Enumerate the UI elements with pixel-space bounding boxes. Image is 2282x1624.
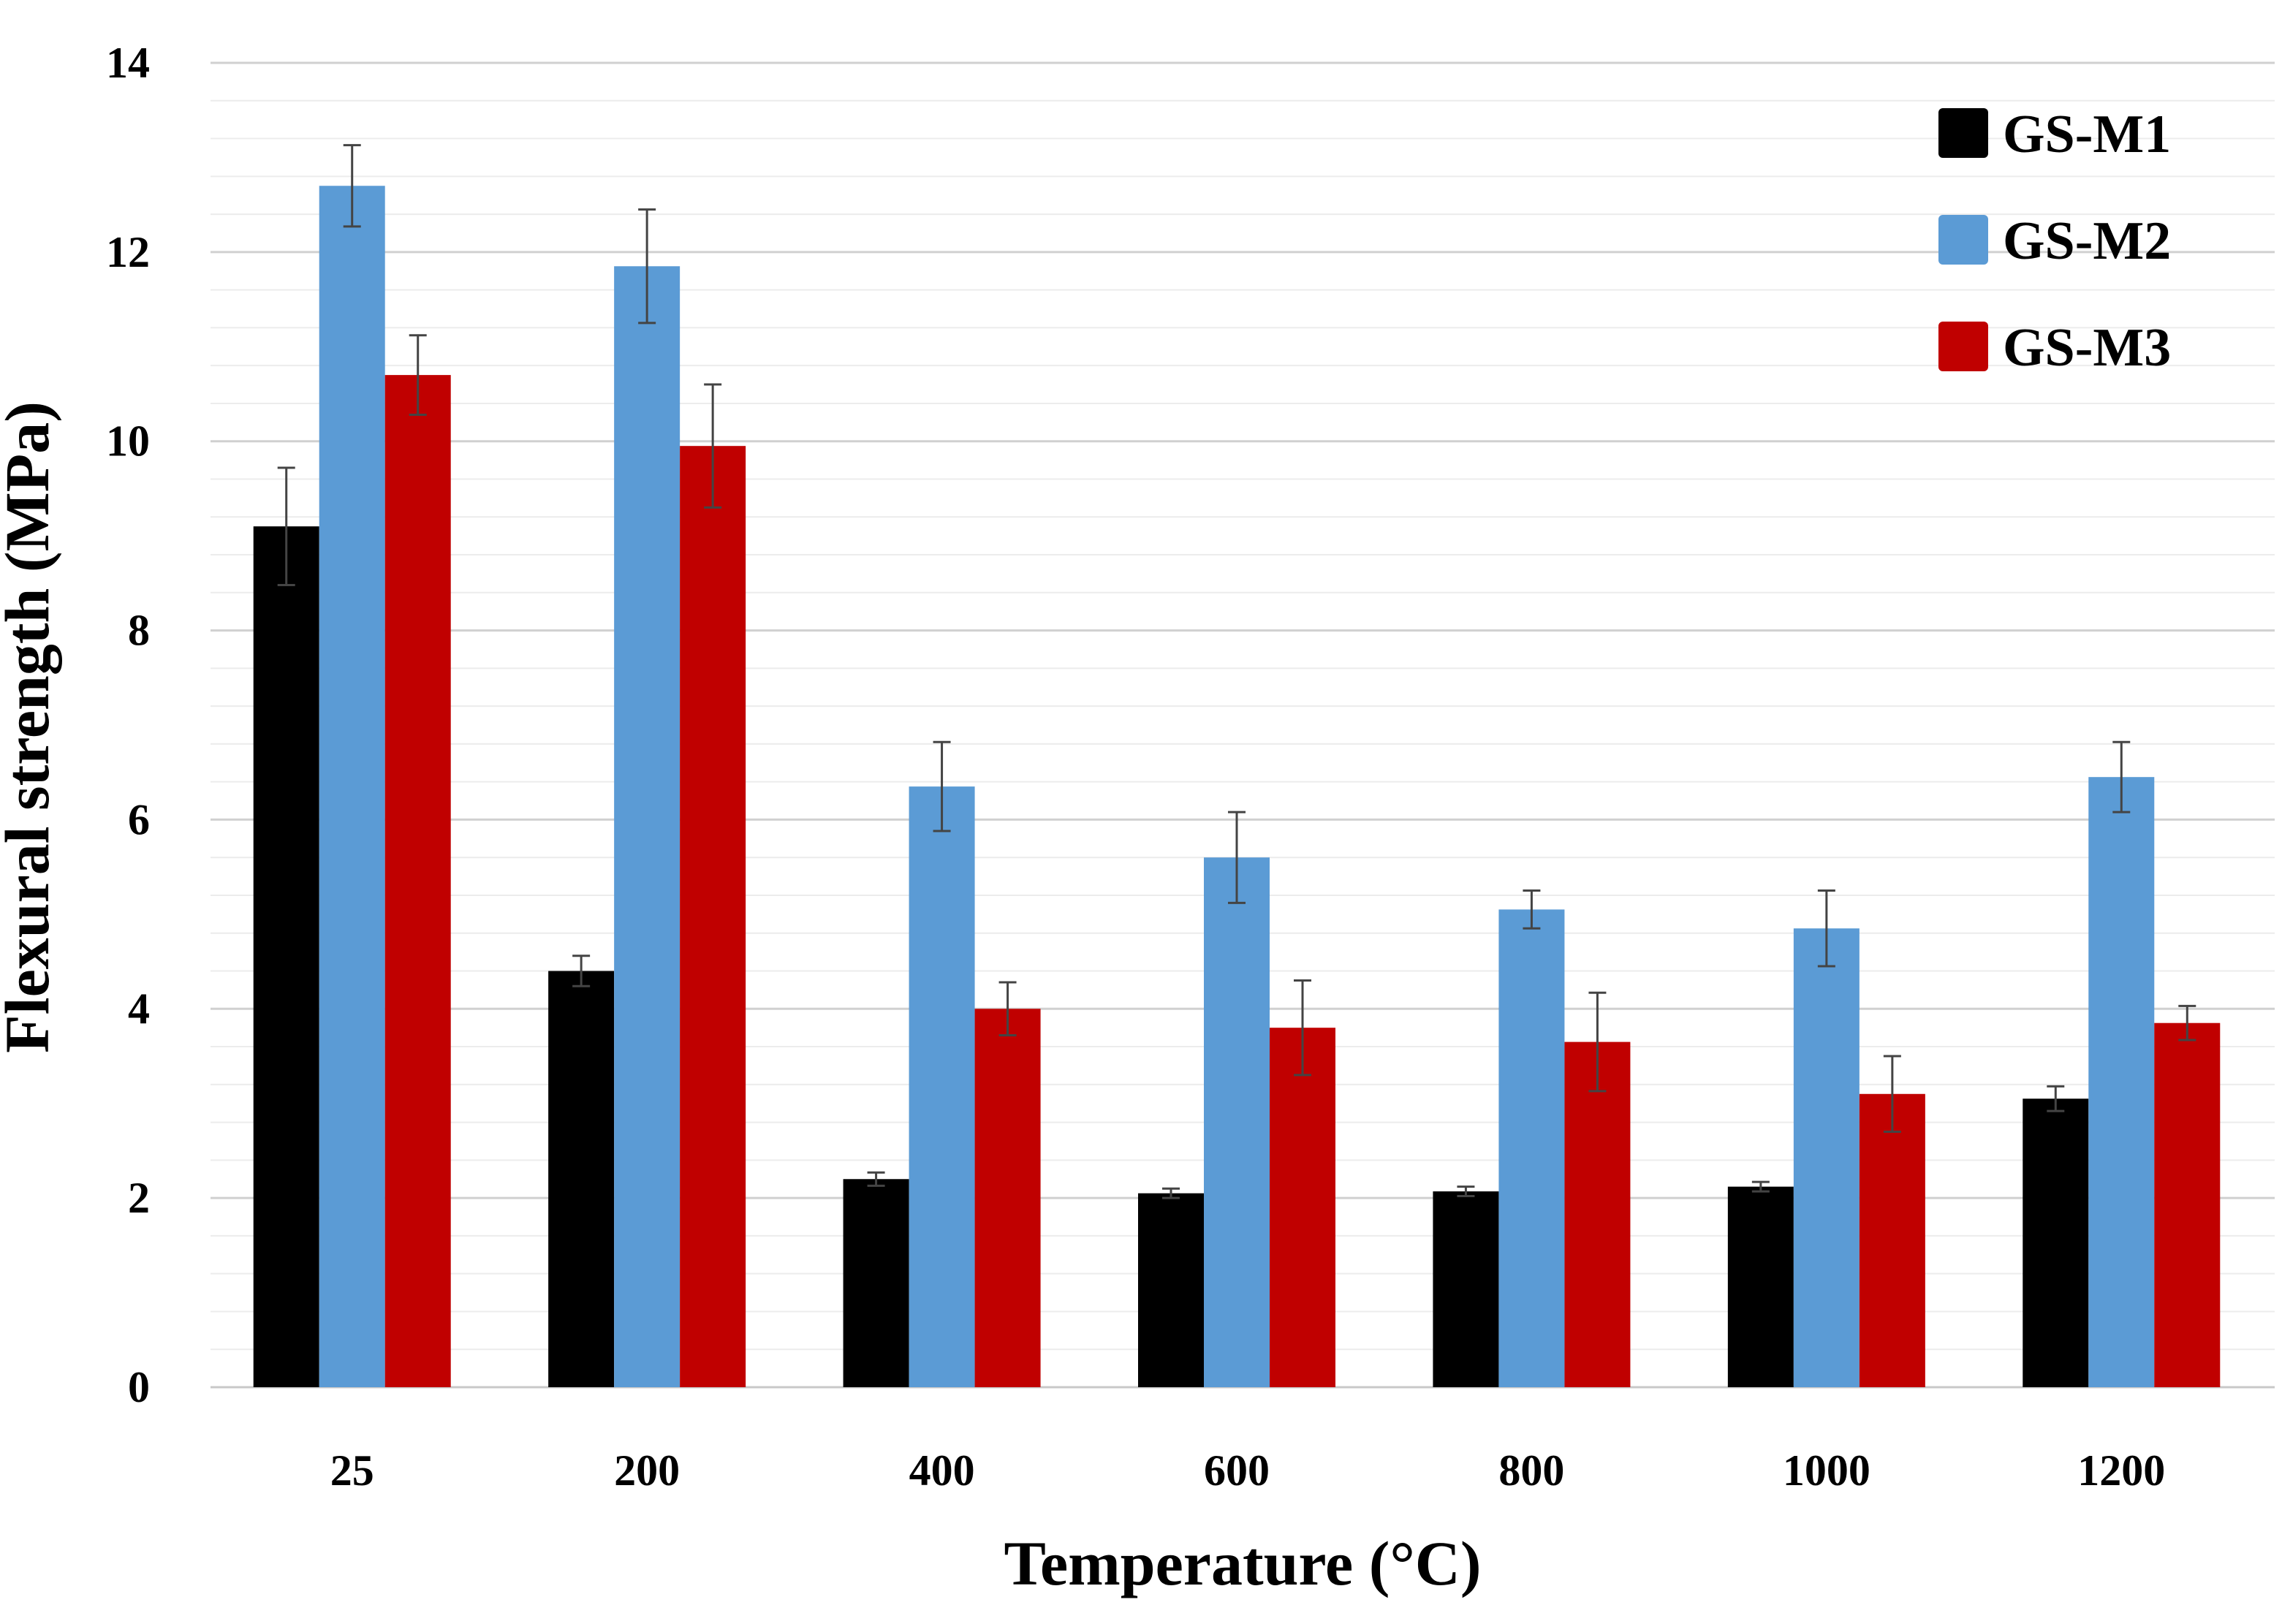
bar-gs-m2-400: [909, 786, 975, 1387]
bar-gs-m1-25: [253, 526, 319, 1388]
x-tick-labels: 25 200 400 600 800 1000 1200: [330, 1446, 2166, 1495]
bar-gs-m3-800: [1564, 1041, 1631, 1387]
y-axis-title: Flexural strength (MPa): [0, 401, 62, 1053]
bars: [253, 186, 2221, 1388]
x-tick-label: 1000: [1783, 1446, 1870, 1495]
bar-gs-m3-600: [1270, 1028, 1335, 1387]
y-tick-label: 0: [128, 1363, 150, 1411]
y-tick-label: 12: [106, 228, 150, 276]
bar-gs-m3-1200: [2154, 1022, 2221, 1387]
legend-label-gs-m1: GS-M1: [2003, 105, 2171, 164]
y-tick-label: 10: [106, 417, 150, 466]
y-tick-label: 4: [128, 984, 150, 1033]
y-tick-label: 6: [128, 795, 150, 843]
bar-gs-m3-200: [680, 446, 746, 1387]
error-bars: [277, 144, 2196, 1199]
bar-gs-m2-1000: [1793, 928, 1860, 1387]
bar-gs-m1-800: [1433, 1191, 1499, 1387]
bar-gs-m3-25: [384, 375, 451, 1387]
x-tick-label: 200: [614, 1446, 680, 1495]
bar-gs-m1-600: [1138, 1193, 1204, 1387]
bar-gs-m3-400: [974, 1009, 1041, 1387]
bar-gs-m2-25: [319, 186, 385, 1388]
y-tick-label: 2: [128, 1174, 150, 1222]
bar-gs-m1-200: [548, 971, 615, 1387]
legend: GS-M1 GS-M2 GS-M3: [1938, 105, 2171, 378]
x-tick-label: 800: [1498, 1446, 1564, 1495]
bar-gs-m2-1200: [2088, 777, 2155, 1387]
bar-gs-m3-1000: [1859, 1093, 1925, 1387]
bar-gs-m1-400: [843, 1179, 909, 1387]
legend-swatch-gs-m1: [1938, 108, 1988, 158]
bar-gs-m1-1000: [1727, 1186, 1794, 1387]
bar-gs-m2-800: [1498, 909, 1565, 1387]
y-tick-label: 8: [128, 607, 150, 655]
legend-label-gs-m3: GS-M3: [2003, 318, 2171, 378]
bar-gs-m2-200: [614, 266, 681, 1387]
legend-swatch-gs-m2: [1938, 215, 1988, 265]
y-tick-labels: 0 2 4 6 8 10 12 14: [106, 39, 150, 1411]
x-tick-label: 600: [1204, 1446, 1270, 1495]
x-axis-title: Temperature (°C): [1004, 1528, 1482, 1598]
y-tick-label: 14: [106, 39, 150, 87]
x-tick-label: 25: [330, 1446, 374, 1495]
x-tick-label: 1200: [2077, 1446, 2165, 1495]
legend-swatch-gs-m3: [1938, 322, 1988, 371]
bar-gs-m1-1200: [2023, 1099, 2089, 1387]
bar-gs-m2-600: [1204, 857, 1270, 1387]
legend-label-gs-m2: GS-M2: [2003, 211, 2171, 271]
x-tick-label: 400: [909, 1446, 975, 1495]
